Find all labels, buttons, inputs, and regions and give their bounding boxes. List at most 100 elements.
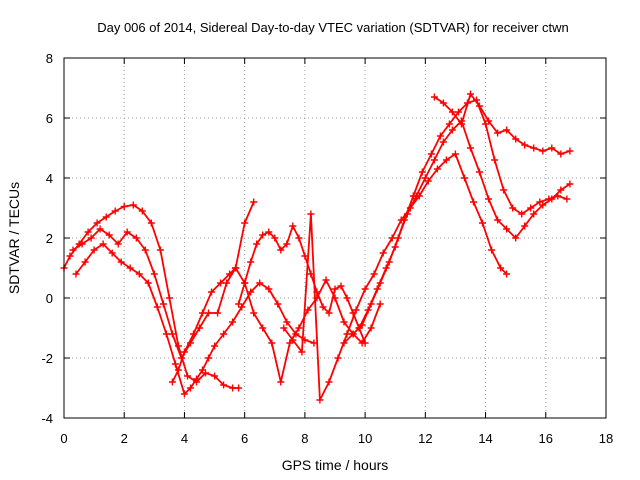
data-point-marker [310, 339, 318, 347]
data-point-marker [427, 150, 435, 158]
data-point-marker [289, 336, 297, 344]
data-point-marker [361, 339, 369, 347]
data-point-marker [168, 378, 176, 386]
data-point-marker [196, 324, 203, 332]
data-point-marker [90, 246, 98, 254]
data-point-marker [307, 210, 315, 218]
data-point-marker [436, 132, 444, 140]
data-point-marker [337, 282, 345, 290]
data-point-marker [319, 303, 327, 311]
data-point-marker [476, 168, 483, 176]
data-point-marker [494, 216, 502, 224]
data-point-marker [87, 234, 95, 242]
data-point-marker [430, 93, 438, 101]
data-point-marker [379, 249, 387, 257]
data-point-marker [518, 210, 526, 218]
data-point-marker [205, 354, 212, 362]
data-point-marker [554, 192, 562, 200]
data-point-marker [114, 240, 122, 248]
data-point-marker [187, 384, 194, 392]
data-point-marker [458, 120, 465, 128]
data-point-marker [220, 381, 228, 389]
data-point-marker [349, 330, 357, 338]
data-point-marker [69, 246, 77, 254]
data-point-marker [211, 342, 219, 350]
data-point-marker [214, 309, 222, 317]
data-point-marker [235, 384, 243, 392]
data-point-marker [138, 207, 146, 215]
data-point-marker [280, 324, 288, 332]
data-point-marker [448, 126, 456, 134]
data-point-marker [241, 279, 249, 287]
data-point-marker [376, 300, 384, 308]
data-point-marker [96, 225, 104, 233]
data-point-marker [226, 270, 234, 278]
data-point-marker [421, 174, 429, 182]
data-point-marker [325, 309, 333, 317]
data-point-marker [295, 234, 303, 242]
data-point-marker [316, 396, 324, 404]
data-point-marker [156, 246, 164, 254]
data-point-marker [265, 228, 273, 236]
data-point-marker [171, 360, 179, 368]
data-point-marker [129, 201, 137, 209]
data-point-marker [84, 228, 92, 236]
series-arc-3 [72, 240, 318, 398]
data-point-marker [256, 279, 264, 287]
data-point-marker [527, 204, 535, 212]
data-point-marker [563, 195, 571, 203]
grid [64, 58, 606, 418]
data-point-marker [283, 240, 291, 248]
series-arc-8 [355, 96, 571, 332]
data-point-marker [102, 213, 110, 221]
data-point-marker [367, 324, 375, 332]
data-point-marker [497, 264, 505, 272]
data-point-marker [485, 195, 493, 203]
series-layer [60, 90, 574, 404]
data-point-marker [491, 156, 499, 164]
data-point-marker [117, 258, 125, 266]
data-point-marker [488, 246, 496, 254]
data-point-marker [298, 348, 306, 356]
data-point-marker [521, 141, 529, 149]
data-point-marker [361, 285, 369, 293]
data-point-marker [521, 222, 529, 230]
data-point-marker [503, 126, 511, 134]
data-point-marker [174, 366, 182, 374]
x-tick-label: 16 [539, 431, 553, 446]
data-point-marker [566, 180, 574, 188]
data-point-marker [250, 309, 258, 317]
data-point-marker [476, 102, 483, 110]
data-point-marker [162, 330, 170, 338]
y-tick-label: -2 [41, 351, 53, 366]
x-tick-label: 6 [241, 431, 248, 446]
data-point-marker [548, 144, 556, 152]
data-point-marker [370, 270, 378, 278]
data-point-marker [274, 300, 282, 308]
data-point-marker [277, 378, 285, 386]
data-point-marker [111, 207, 119, 215]
data-point-marker [530, 144, 538, 152]
data-point-marker [539, 147, 547, 155]
data-point-marker [442, 156, 450, 164]
data-point-marker [217, 279, 225, 287]
y-tick-label: 4 [46, 171, 53, 186]
data-point-marker [418, 168, 426, 176]
data-point-marker [93, 219, 101, 227]
data-point-marker [289, 222, 297, 230]
data-point-marker [448, 108, 456, 116]
data-point-marker [295, 324, 303, 332]
data-point-marker [159, 300, 167, 308]
data-point-marker [331, 285, 339, 293]
series-arc-7 [340, 117, 574, 347]
data-point-marker [364, 306, 372, 314]
data-point-marker [439, 99, 447, 107]
axis-ticks: 0 2 4 6 8 10 12 14 16 18 -4 -2 0 2 4 6 8 [41, 51, 613, 446]
data-point-marker [144, 279, 152, 287]
series-arc-1 [60, 201, 243, 392]
data-point-marker [232, 264, 240, 272]
data-point-marker [479, 219, 486, 227]
data-point-marker [135, 270, 143, 278]
data-point-marker [283, 318, 291, 326]
series-line [433, 93, 571, 155]
